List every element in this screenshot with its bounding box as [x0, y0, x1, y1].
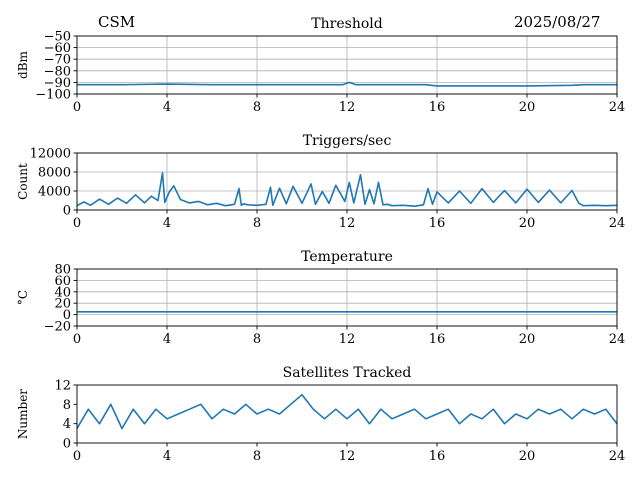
- y-tick-label: −60: [44, 41, 71, 56]
- chart-panel-2: 0 4 8 12 16 20 24 0 4000 8000 12000 Triggers/sec Cou…: [16, 133, 625, 231]
- y-tick-label: 0: [63, 437, 71, 452]
- x-tick-label: 0: [73, 332, 81, 347]
- x-tick-label: 8: [253, 216, 261, 231]
- x-tick-label: 4: [163, 100, 171, 115]
- y-tick-label: 12: [54, 379, 71, 394]
- x-tick-label: 24: [609, 216, 626, 231]
- chart-panel-1: 0 4 8 12 16 20 24 −100−90−80−70−60−50 Threshold d…: [16, 16, 625, 115]
- x-tick-label: 0: [73, 100, 81, 115]
- y-axis-label: Number: [16, 389, 30, 439]
- y-tick-label: 40: [54, 285, 71, 300]
- y-axis-label: dBm: [16, 50, 30, 79]
- series-line: [76, 172, 618, 207]
- x-tick-label: 12: [339, 332, 356, 347]
- x-tick-label: 8: [253, 332, 261, 347]
- chart-panel-4: 0 4 8 12 16 20 24 0 4 8 12 Satellites Tracked Number: [16, 365, 625, 464]
- y-axis-label: Count: [16, 163, 30, 200]
- y-tick-label: −90: [44, 76, 71, 91]
- x-tick-label: 20: [519, 100, 536, 115]
- x-tick-label: 20: [519, 332, 536, 347]
- x-tick-label: 16: [429, 332, 446, 347]
- x-tick-label: 24: [609, 332, 626, 347]
- header-left-label: CSM: [98, 13, 136, 31]
- y-axis-label: °C: [16, 290, 30, 305]
- x-tick-label: 8: [253, 449, 261, 464]
- x-tick-label: 16: [429, 449, 446, 464]
- y-tick-label: 20: [54, 297, 71, 312]
- y-tick-label: −100: [35, 88, 71, 103]
- x-tick-label: 12: [339, 100, 356, 115]
- y-tick-label: 0: [63, 308, 71, 323]
- x-tick-label: 4: [163, 216, 171, 231]
- chart-title: Satellites Tracked: [283, 365, 412, 381]
- y-tick-label: 8000: [38, 166, 71, 181]
- series-line: [77, 81, 617, 87]
- x-tick-label: 24: [609, 449, 626, 464]
- x-tick-label: 0: [73, 449, 81, 464]
- axes-frame: [76, 384, 618, 444]
- chart-title: Triggers/sec: [303, 133, 392, 149]
- x-tick-label: 8: [253, 100, 261, 115]
- series-line: [76, 393, 618, 430]
- chart-title: Threshold: [311, 16, 382, 32]
- header-right-date: 2025/08/27: [514, 13, 601, 31]
- x-tick-label: 16: [429, 216, 446, 231]
- y-tick-label: −50: [44, 30, 71, 45]
- chart-title: Temperature: [301, 249, 393, 265]
- x-tick-label: 12: [339, 449, 356, 464]
- y-tick-label: 80: [54, 263, 71, 278]
- x-tick-label: 20: [519, 449, 536, 464]
- y-tick-label: 0: [63, 204, 71, 219]
- y-tick-label: −80: [44, 64, 71, 79]
- y-tick-label: −70: [44, 53, 71, 68]
- y-tick-label: 4: [63, 417, 71, 432]
- x-tick-label: 0: [73, 216, 81, 231]
- x-tick-label: 24: [609, 100, 626, 115]
- x-tick-label: 4: [163, 332, 171, 347]
- y-tick-label: 8: [63, 398, 71, 413]
- y-tick-label: 12000: [30, 147, 71, 162]
- y-tick-label: 60: [54, 274, 71, 289]
- x-tick-label: 12: [339, 216, 356, 231]
- y-tick-label: −20: [44, 320, 71, 335]
- x-tick-label: 20: [519, 216, 536, 231]
- x-tick-label: 16: [429, 100, 446, 115]
- x-tick-label: 4: [163, 449, 171, 464]
- y-tick-label: 4000: [38, 185, 71, 200]
